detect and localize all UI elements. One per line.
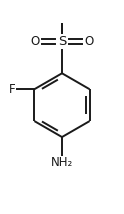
Text: O: O (30, 35, 40, 48)
Text: NH₂: NH₂ (51, 156, 73, 169)
Text: O: O (84, 35, 94, 48)
Text: S: S (58, 35, 66, 48)
Text: F: F (9, 83, 16, 96)
